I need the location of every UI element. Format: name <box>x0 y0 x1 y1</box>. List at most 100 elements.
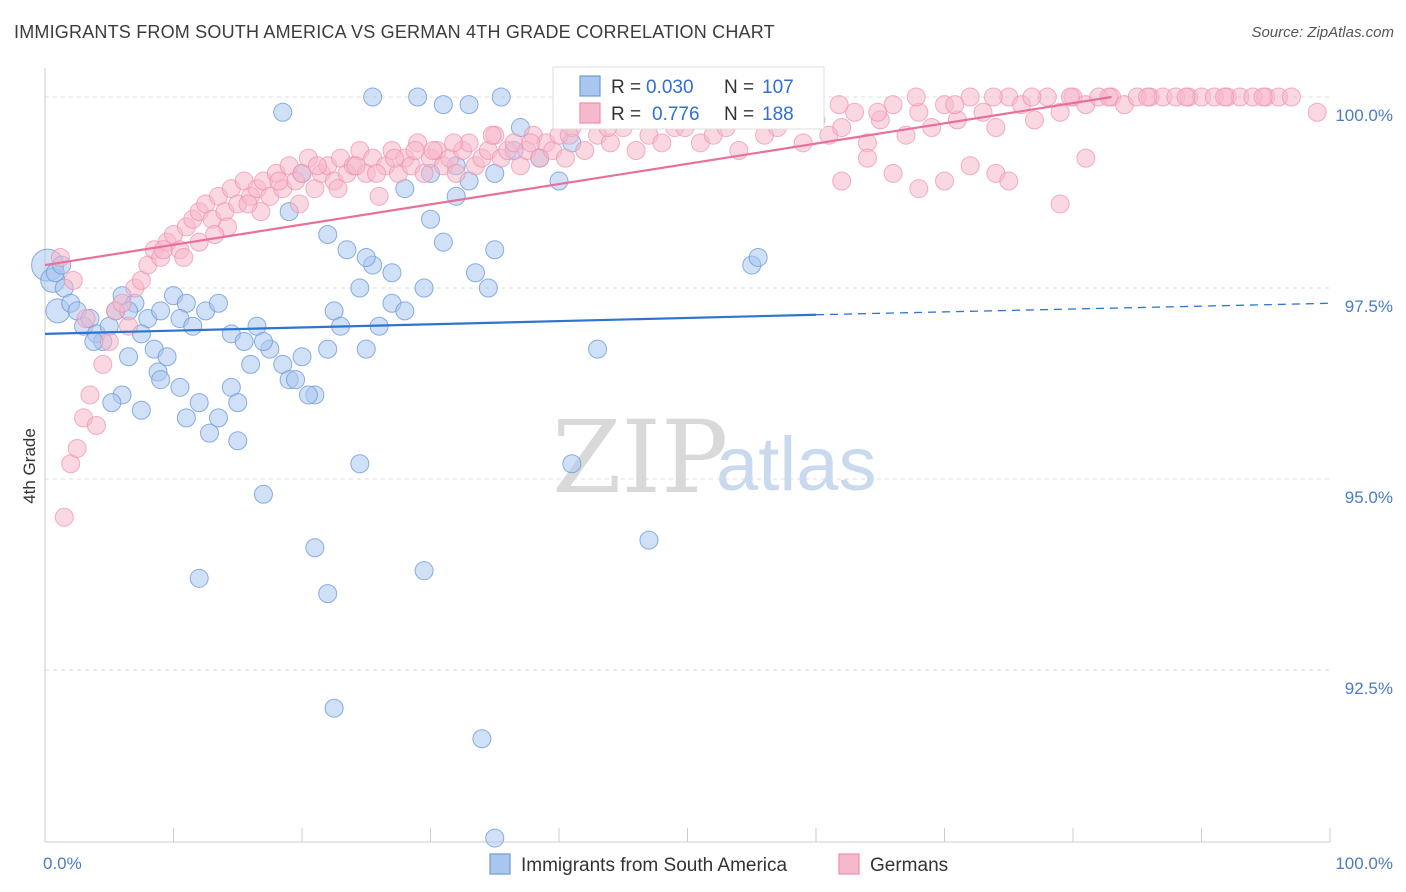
germans-point <box>521 133 541 153</box>
immigrants-point <box>318 339 338 359</box>
germans-point <box>832 118 852 138</box>
germans-point <box>1281 87 1301 107</box>
legend-r-label: R = <box>611 77 641 98</box>
immigrants-point <box>446 186 466 206</box>
x-tick-label: 0.0% <box>43 854 82 873</box>
bottom-legend-immigrants: Immigrants from South America <box>521 855 788 876</box>
germans-point <box>1138 87 1158 107</box>
legend-r-value: 0.776 <box>652 104 700 125</box>
immigrants-point <box>639 530 659 550</box>
legend-n-label: N = <box>724 104 754 125</box>
germans-point <box>1307 102 1327 122</box>
immigrants-point <box>119 347 139 367</box>
immigrants-point <box>433 95 453 115</box>
legend: R = 0.030 N = 107 R = 0.776 N = 188 <box>552 66 825 130</box>
y-tick-labels: 92.5% 95.0% 97.5% 100.0% <box>1335 106 1393 698</box>
germans-point <box>54 507 74 527</box>
germans-point <box>868 102 888 122</box>
germans-point <box>289 194 309 214</box>
germans-point <box>444 133 464 153</box>
germans-point <box>174 247 194 267</box>
immigrants-point <box>151 370 171 390</box>
immigrants-point <box>382 263 402 283</box>
immigrants-point <box>189 393 209 413</box>
trend-lines <box>44 95 1331 335</box>
immigrants-point <box>208 408 228 428</box>
immigrants-point <box>234 331 254 351</box>
chart-title: IMMIGRANTS FROM SOUTH AMERICA VS GERMAN … <box>14 22 775 42</box>
axes <box>44 68 1331 843</box>
immigrants-point <box>562 454 582 474</box>
immigrants-point <box>305 538 325 558</box>
germans-point <box>423 140 443 160</box>
immigrants-point <box>350 278 370 298</box>
germans-point <box>328 179 348 199</box>
germans-point <box>99 331 119 351</box>
legend-swatch-blue <box>579 75 601 97</box>
germans-point <box>857 148 877 168</box>
immigrants-point <box>183 316 203 336</box>
immigrants-point <box>170 377 190 397</box>
immigrants-point <box>491 87 511 107</box>
germans-point <box>385 148 405 168</box>
germans-point <box>367 163 387 183</box>
germans-point <box>1176 87 1196 107</box>
immigrants-point <box>199 423 219 443</box>
immigrants-point <box>465 263 485 283</box>
germans-point <box>906 87 926 107</box>
immigrants-point <box>350 454 370 474</box>
germans-point <box>909 179 929 199</box>
germans-point <box>652 133 672 153</box>
immigrants-point <box>102 393 122 413</box>
watermark-atlas: atlas <box>716 422 877 507</box>
germans-point <box>346 156 366 176</box>
germans-point <box>1076 148 1096 168</box>
immigrants-trend-extension <box>815 302 1331 316</box>
bottom-legend-swatch-pink <box>838 853 860 875</box>
immigrants-point <box>414 278 434 298</box>
immigrants-point <box>318 225 338 245</box>
germans-point <box>1253 87 1273 107</box>
immigrants-point <box>151 301 171 321</box>
watermark: ZIP atlas <box>552 399 877 516</box>
germans-point <box>205 225 225 245</box>
immigrants-point <box>433 232 453 252</box>
legend-n-value: 107 <box>762 77 794 98</box>
germans-point <box>405 140 425 160</box>
germans-point <box>960 156 980 176</box>
bottom-legend-germans: Germans <box>870 855 948 876</box>
immigrants-point <box>241 354 261 374</box>
germans-point <box>575 140 595 160</box>
immigrants-point <box>549 171 569 191</box>
legend-n-label: N = <box>724 77 754 98</box>
immigrants-point <box>189 568 209 588</box>
y-tick-label: 92.5% <box>1345 679 1393 698</box>
germans-point <box>1050 194 1070 214</box>
series-germans-points <box>50 87 1327 527</box>
immigrants-point <box>421 209 440 229</box>
germans-point <box>1022 87 1042 107</box>
immigrants-point <box>318 584 338 604</box>
germans-point <box>986 118 1006 138</box>
germans-point <box>845 102 865 122</box>
immigrants-point <box>748 247 768 267</box>
germans-point <box>153 240 173 260</box>
germans-trend-line <box>44 95 1112 267</box>
watermark-zip: ZIP <box>552 399 728 516</box>
immigrants-point <box>408 87 428 107</box>
x-tick-labels: 0.0% 100.0% <box>43 854 1393 873</box>
legend-r-label: R = <box>611 104 641 125</box>
y-axis-label: 4th Grade <box>20 428 39 504</box>
immigrants-point <box>356 247 376 267</box>
germans-point <box>960 87 980 107</box>
immigrants-point <box>485 828 505 848</box>
germans-point <box>446 163 466 183</box>
x-tick-label: 100.0% <box>1335 854 1393 873</box>
germans-point <box>555 148 575 168</box>
immigrants-point <box>176 408 196 428</box>
germans-point <box>76 309 96 329</box>
germans-point <box>832 171 852 191</box>
germans-point <box>482 125 502 145</box>
germans-point <box>63 270 83 290</box>
